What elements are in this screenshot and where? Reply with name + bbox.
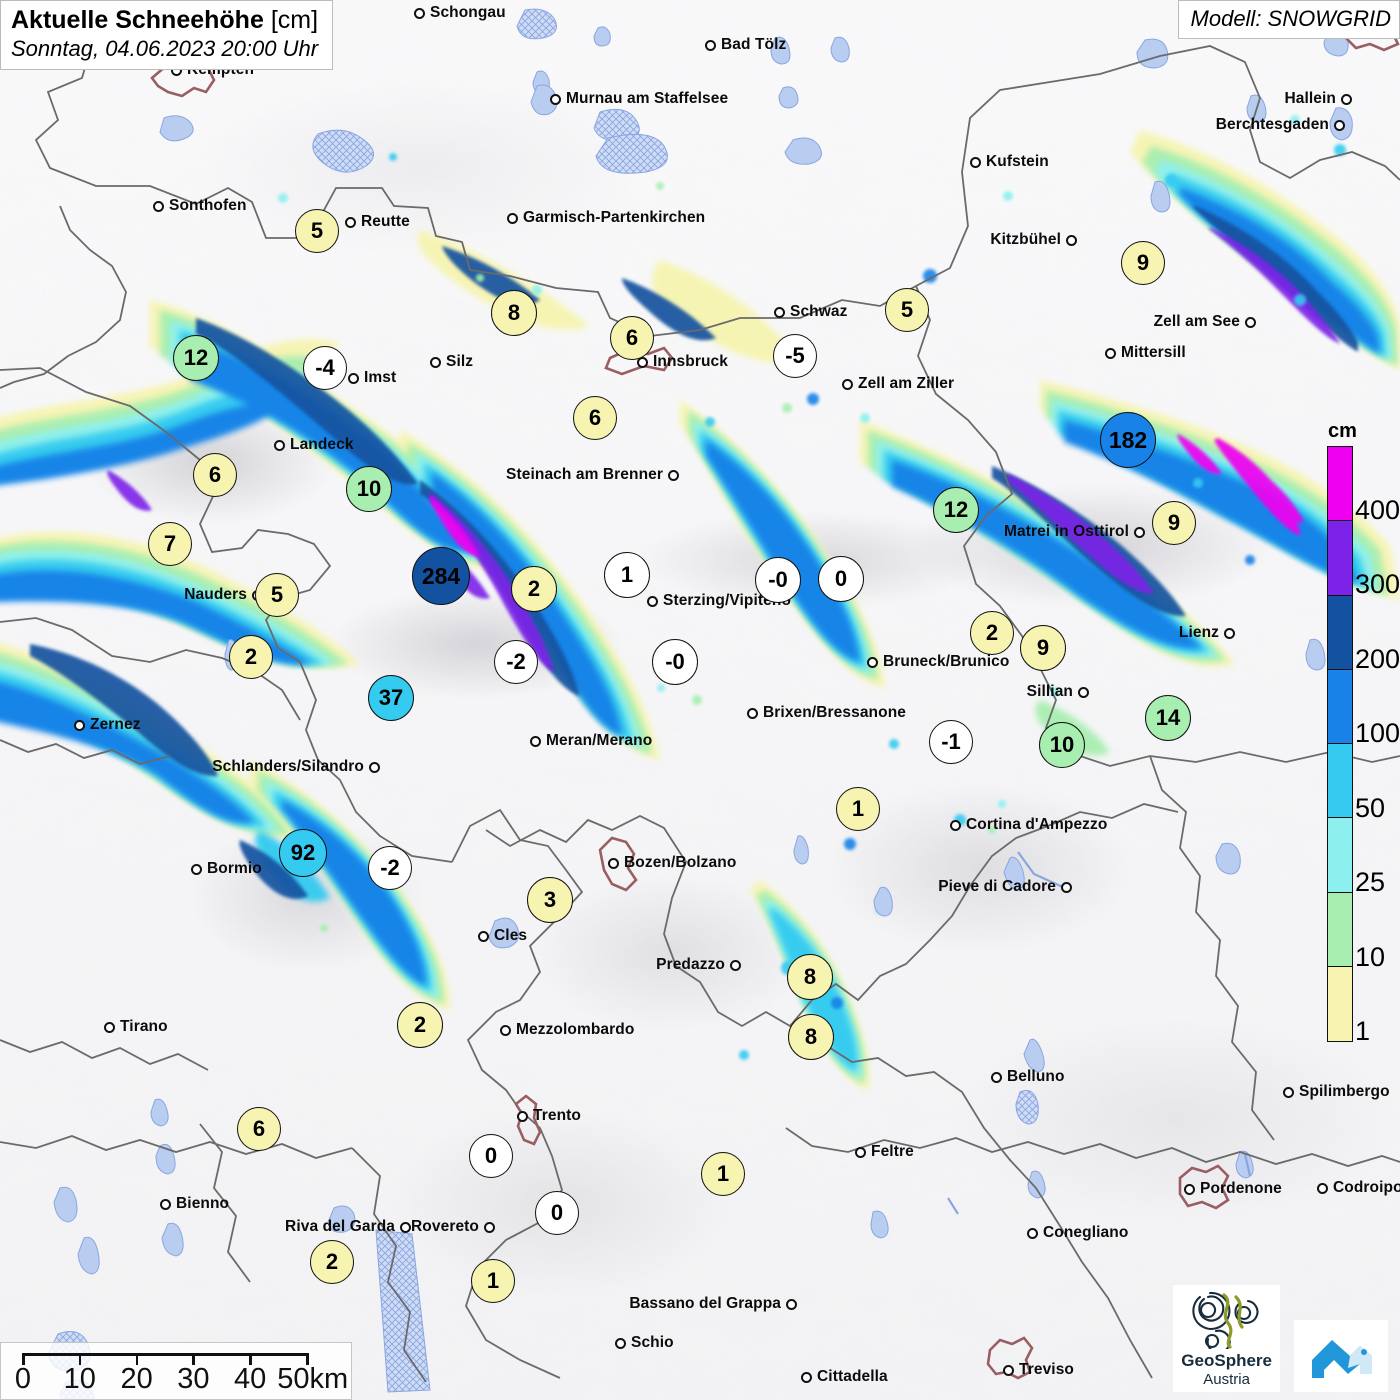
legend-band-200 xyxy=(1328,595,1352,670)
rivers xyxy=(947,851,1252,1215)
legend-tick-300: 300 xyxy=(1355,569,1400,599)
station-value-marker[interactable]: 10 xyxy=(346,466,392,512)
station-value-marker[interactable]: 3 xyxy=(527,877,573,923)
station-value-marker[interactable]: 9 xyxy=(1121,241,1165,285)
scale-tick xyxy=(306,1353,309,1365)
geosphere-name: GeoSphere xyxy=(1181,1351,1272,1370)
title-timestamp: Sonntag, 04.06.2023 20:00 Uhr xyxy=(11,36,319,61)
scale-label-0: 0 xyxy=(14,1363,32,1395)
legend-band-100 xyxy=(1328,669,1352,744)
station-value-marker[interactable]: 37 xyxy=(368,675,414,721)
station-value-marker[interactable]: 0 xyxy=(818,556,864,602)
station-value-marker[interactable]: -0 xyxy=(652,639,698,685)
station-value-marker[interactable]: 284 xyxy=(412,547,470,605)
station-value-marker[interactable]: 6 xyxy=(573,396,617,440)
station-value-marker[interactable]: -4 xyxy=(303,346,347,390)
station-value-marker[interactable]: 12 xyxy=(933,487,979,533)
station-value-marker[interactable]: 92 xyxy=(279,829,327,877)
station-value-marker[interactable]: 8 xyxy=(787,954,833,1000)
legend-tick-100: 100 xyxy=(1355,718,1400,748)
station-value-marker[interactable]: 1 xyxy=(701,1152,745,1196)
title-unit-text: [cm] xyxy=(270,6,319,34)
legend-band-50 xyxy=(1328,744,1352,819)
station-value-marker[interactable]: 2 xyxy=(397,1002,443,1048)
station-value-marker[interactable]: 10 xyxy=(1039,722,1085,768)
station-value-marker[interactable]: 182 xyxy=(1100,412,1156,468)
legend-tick-50: 50 xyxy=(1355,792,1386,823)
station-value-marker[interactable]: -2 xyxy=(368,846,412,890)
station-value-marker[interactable]: 1 xyxy=(604,552,650,598)
scale-label-10: 10 xyxy=(63,1363,96,1395)
title-main-text: Aktuelle Schneehöhe xyxy=(11,6,264,34)
legend-tick-400: 400 xyxy=(1355,494,1400,525)
station-value-marker[interactable]: 12 xyxy=(173,335,219,381)
station-value-marker[interactable]: 6 xyxy=(237,1107,281,1151)
station-value-marker[interactable]: -1 xyxy=(929,720,973,764)
geosphere-mark-icon xyxy=(1192,1291,1259,1349)
station-value-marker[interactable]: 5 xyxy=(885,288,929,332)
station-value-marker[interactable]: 2 xyxy=(229,635,273,679)
station-value-marker[interactable]: 0 xyxy=(535,1191,579,1235)
station-value-marker[interactable]: 0 xyxy=(469,1134,513,1178)
snow-logo xyxy=(1294,1320,1388,1392)
legend-band-1 xyxy=(1328,966,1352,1041)
legend-band-400 xyxy=(1328,447,1352,522)
geosphere-sub: Austria xyxy=(1203,1371,1250,1388)
station-value-marker[interactable]: 1 xyxy=(471,1259,515,1303)
scale-label-30: 30 xyxy=(177,1363,210,1395)
legend-tick-1: 1 xyxy=(1355,1016,1371,1046)
station-value-marker[interactable]: 5 xyxy=(295,209,339,253)
legend-band-25 xyxy=(1328,818,1352,893)
legend-tick-25: 25 xyxy=(1355,867,1386,897)
scale-label-50km: 50km xyxy=(277,1363,349,1395)
legend-unit-label: cm xyxy=(1328,420,1357,442)
logo-group: GeoSphere Austria xyxy=(1173,1285,1388,1392)
scale-rule xyxy=(23,1353,307,1356)
station-value-marker[interactable]: 7 xyxy=(148,522,192,566)
scale-bar: 0 10 20 30 40 50km xyxy=(0,1342,352,1400)
mountain-snow-icon xyxy=(1312,1340,1372,1378)
station-value-marker[interactable]: 2 xyxy=(511,566,557,612)
legend-gradient-bar xyxy=(1327,446,1353,1042)
station-value-marker[interactable]: 14 xyxy=(1145,695,1191,741)
geosphere-logo: GeoSphere Austria xyxy=(1173,1285,1280,1392)
station-value-marker[interactable]: 2 xyxy=(310,1240,354,1284)
station-value-marker[interactable]: 5 xyxy=(255,573,299,617)
legend-tick-200: 200 xyxy=(1355,643,1400,674)
station-value-marker[interactable]: 8 xyxy=(788,1014,834,1060)
scale-labels: 0 10 20 30 40 50km xyxy=(11,1363,348,1397)
station-value-marker[interactable]: 1 xyxy=(836,787,880,831)
station-value-marker[interactable]: 8 xyxy=(491,290,537,336)
scale-tick xyxy=(249,1353,252,1365)
urban-areas xyxy=(150,6,1400,1382)
station-value-marker[interactable]: 9 xyxy=(1152,501,1196,545)
station-value-marker[interactable]: 2 xyxy=(970,611,1014,655)
station-value-marker[interactable]: 6 xyxy=(193,453,237,497)
legend-band-300 xyxy=(1328,521,1352,596)
station-value-marker[interactable]: 9 xyxy=(1020,625,1066,671)
legend-tick-10: 10 xyxy=(1355,941,1386,972)
station-value-marker[interactable]: -5 xyxy=(773,334,817,378)
page-title: Aktuelle Schneehöhe [cm] xyxy=(11,6,318,35)
scale-ticks xyxy=(11,1349,309,1365)
title-box: Aktuelle Schneehöhe [cm] Sonntag, 04.06.… xyxy=(0,0,334,70)
scale-tick xyxy=(22,1353,25,1365)
station-value-marker[interactable]: -2 xyxy=(494,640,538,684)
scale-label-20: 20 xyxy=(120,1363,153,1395)
legend-band-10 xyxy=(1328,892,1352,967)
station-value-marker[interactable]: 6 xyxy=(610,316,654,360)
scale-tick xyxy=(78,1353,82,1365)
station-value-marker[interactable]: -0 xyxy=(755,557,801,603)
scale-tick xyxy=(135,1353,139,1365)
scale-label-40: 40 xyxy=(234,1363,267,1395)
model-badge: Modell: SNOWGRID xyxy=(1177,0,1400,39)
scale-tick xyxy=(192,1353,195,1365)
